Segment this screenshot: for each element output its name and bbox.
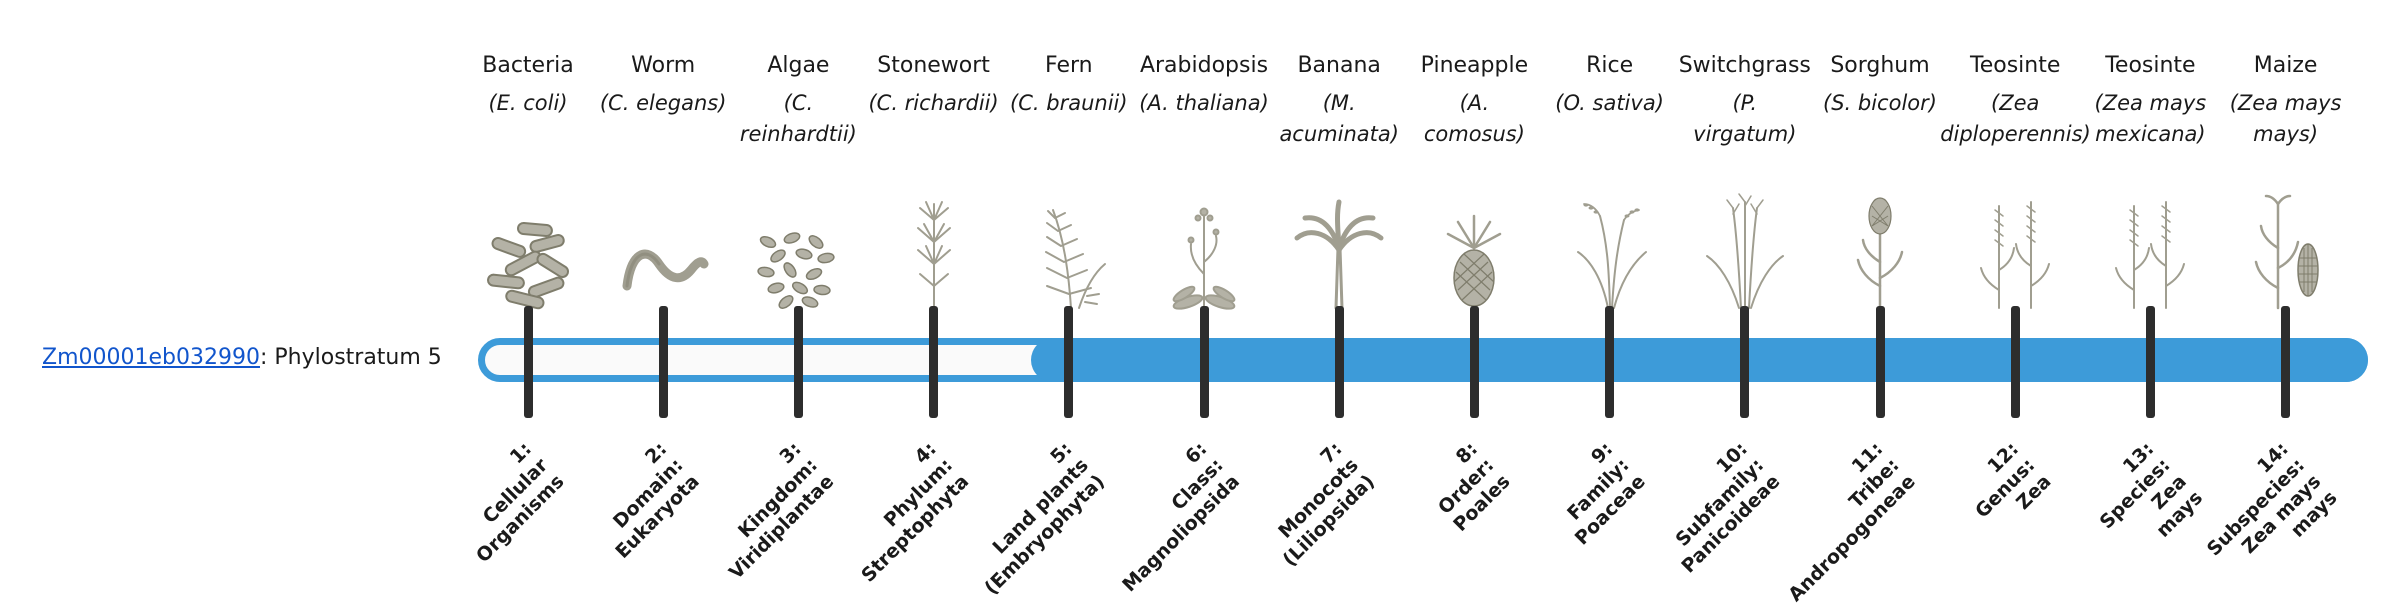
teosinte-icon [1940,170,2090,310]
organism-scientific-name: (C. braunii) [1010,91,1128,115]
worm-icon [588,170,738,310]
stratum-column: Switchgrass (P. virgatum) 10: Subfamily:… [1670,0,1820,580]
organism-name: Fern [1045,53,1093,78]
stratum-label: 7: Monocots (Liliopsida) [1274,438,1380,571]
phylostratum-fill [1030,338,2368,382]
stratum-label: 8: Order: Poales [1433,438,1515,536]
stratum-tick [1469,306,1479,418]
stratum-tick [658,306,668,418]
stratum-label: 1: Cellular Organisms [471,438,569,567]
strata-columns: Bacteria (E. coli) 1: Cellular Organisms… [453,0,2361,606]
switchgrass-icon [1670,170,1820,310]
organism-name: Algae [767,53,830,78]
organism-name: Rice [1586,53,1634,78]
stratum-label: 14: Subspecies: Zea mays mays [2203,438,2342,561]
gene-stratum-text: : Phylostratum 5 [259,345,442,370]
stratum-label: 2: Domain: Eukaryota [608,438,704,563]
rice-plant-icon [1535,170,1685,310]
organism-name: Arabidopsis [1139,53,1269,78]
organism-scientific-name: (E. coli) [488,91,568,115]
organism-name: Sorghum [1830,53,1930,78]
stratum-tick [1605,306,1615,418]
gene-label: Zm00001eb032990: Phylostratum 5 [42,345,442,370]
organism-name: Teosinte [2105,53,2196,78]
phylostrata-diagram: Zm00001eb032990: Phylostratum 5 Bacteria… [42,0,2368,606]
organism-name: Teosinte [1970,53,2061,78]
organism-scientific-name: (P. virgatum) [1693,91,1797,146]
stratum-tick [929,306,939,418]
stratum-tick [1199,306,1209,418]
stratum-column: Pineapple (A. comosus) 8: Order: Poales [1399,0,1549,580]
stratum-column: Sorghum (S. bicolor) 11: Tribe: Andropog… [1785,0,1955,606]
stratum-column: Banana (M. acuminata) 7: Monocots (Lilio… [1264,0,1414,580]
stratum-column: Arabidopsis (A. thaliana) 6: Class: Magn… [1118,0,1279,596]
organism-scientific-name: (O. sativa) [1555,91,1664,115]
stratum-label: 9: Family: Poaceae [1563,438,1650,550]
stratum-tick [2145,306,2155,418]
pineapple-icon [1399,170,1549,310]
stratum-tick [793,306,803,418]
stratum-column: Algae (C. reinhardtii) 3: Kingdom: Virid… [723,0,873,584]
organism-name: Bacteria [482,53,574,78]
organism-scientific-name: (C. elegans) [599,91,727,115]
stratum-label: 12: Genus: Zea [1970,438,2056,523]
stratum-tick [2281,306,2291,418]
stratum-column: Stonewort (C. richardii) 4: Phylum: Stre… [858,0,1009,587]
sorghum-icon [1805,170,1955,310]
stratum-label: 13: Species: Zea mays [2095,438,2207,542]
stratum-column: Worm (C. elegans) 2: Domain: Eukaryota [588,0,738,580]
banana-tree-icon [1264,170,1414,310]
stratum-column: Teosinte (Zea diploperennis) 12: Genus: … [1940,0,2091,580]
maize-icon [2211,170,2361,310]
stratum-column: Teosinte (Zea mays mexicana) 13: Species… [2075,0,2225,580]
organism-scientific-name: (Zea mays mays) [2229,91,2342,146]
organism-scientific-name: (A. thaliana) [1139,91,1269,115]
stonewort-icon [859,170,1009,310]
arabidopsis-icon [1129,170,1279,310]
stratum-tick [2010,306,2020,418]
organism-scientific-name: (A. comosus) [1423,91,1525,146]
organism-scientific-name: (Zea mays mexicana) [2094,91,2207,146]
stratum-column: Bacteria (E. coli) 1: Cellular Organisms [453,0,603,580]
fern-icon [994,170,1144,310]
stratum-tick [523,306,533,418]
organism-name: Stonewort [877,53,990,78]
organism-scientific-name: (C. richardii) [868,91,999,115]
organism-scientific-name: (Zea diploperennis) [1940,91,2091,146]
organism-name: Maize [2253,53,2318,78]
bacteria-icon [453,170,603,310]
organism-name: Pineapple [1420,53,1529,78]
organism-name: Switchgrass [1678,53,1811,78]
stratum-column: Rice (O. sativa) 9: Family: Poaceae [1535,0,1685,580]
stratum-tick [1064,306,1074,418]
stratum-tick [1740,306,1750,418]
organism-name: Banana [1297,53,1381,78]
stratum-tick [1875,306,1885,418]
teosinte-icon [2075,170,2225,310]
stratum-column: Fern (C. braunii) 5: Land plants (Embryo… [980,0,1144,599]
organism-scientific-name: (S. bicolor) [1823,91,1937,115]
stratum-tick [1334,306,1344,418]
organism-name: Worm [631,53,696,78]
algae-icon [723,170,873,310]
organism-scientific-name: (M. acuminata) [1279,91,1399,146]
organism-scientific-name: (C. reinhardtii) [739,91,857,146]
gene-id-link[interactable]: Zm00001eb032990 [42,345,260,370]
stratum-column: Maize (Zea mays mays) 14: Subspecies: Ze… [2203,0,2361,580]
